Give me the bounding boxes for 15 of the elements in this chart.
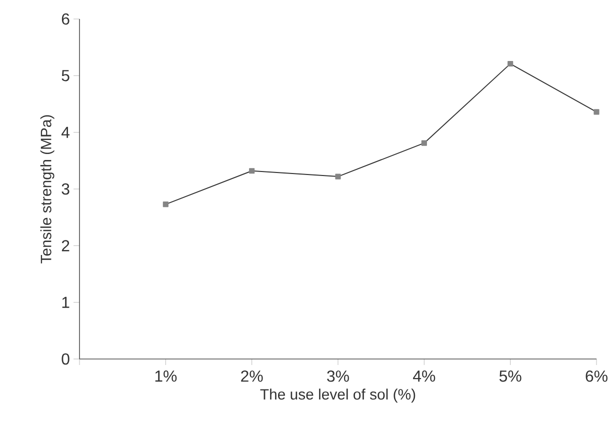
y-tick-label: 1 [62,296,70,308]
x-tick-label: 1% [155,370,177,382]
x-tick-label: 3% [327,370,349,382]
y-axis-title: Tensile strength (MPa) [40,115,54,264]
y-tick-label: 5 [62,70,70,82]
y-tick-label: 3 [62,183,70,195]
x-tick-label: 4% [413,370,436,382]
x-tick-label: 2% [241,370,263,382]
x-axis-title: The use level of sol (%) [260,388,416,403]
x-tick-label: 5% [499,370,522,382]
y-tick-label: 0 [62,353,70,365]
y-tick-label: 6 [62,13,70,25]
y-tick-label: 4 [61,126,70,138]
y-tick-label: 2 [62,240,70,252]
x-tick-label: 6% [586,370,608,382]
